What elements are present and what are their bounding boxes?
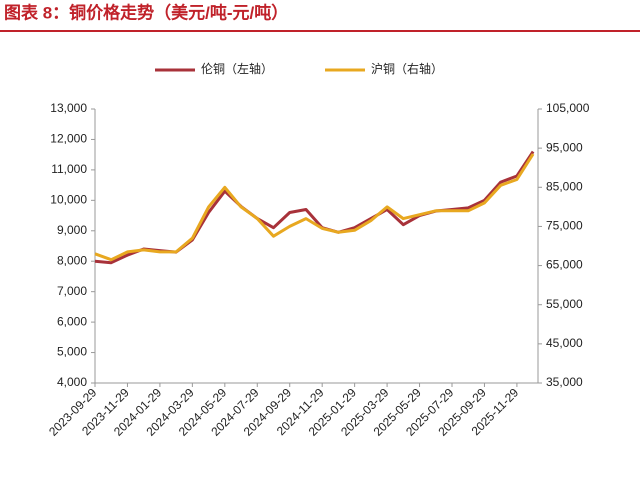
series-line	[94, 153, 535, 262]
y-tick-label: 8,000	[57, 253, 87, 267]
y2-tick-label: 105,000	[546, 101, 590, 115]
y-tick-label: 12,000	[50, 132, 87, 146]
legend-label: 沪铜（右轴）	[371, 61, 443, 76]
y-tick-label: 9,000	[57, 223, 87, 237]
y-tick-label: 13,000	[50, 101, 87, 115]
y2-tick-label: 65,000	[546, 258, 583, 272]
y-tick-label: 4,000	[57, 375, 87, 389]
y-tick-label: 7,000	[57, 284, 87, 298]
series-line	[94, 150, 535, 265]
y-tick-label: 6,000	[57, 314, 87, 328]
y-tick-label: 5,000	[57, 345, 87, 359]
y2-tick-label: 85,000	[546, 179, 583, 193]
y2-tick-label: 45,000	[546, 336, 583, 350]
y2-tick-label: 75,000	[546, 219, 583, 233]
chart-title: 图表 8：铜价格走势（美元/吨-元/吨）	[4, 2, 288, 22]
y-tick-label: 11,000	[51, 162, 87, 176]
y2-tick-label: 95,000	[546, 140, 583, 154]
y2-tick-label: 35,000	[546, 375, 583, 389]
y2-tick-label: 55,000	[546, 297, 583, 311]
y-tick-label: 10,000	[50, 193, 87, 207]
legend-label: 伦铜（左轴）	[201, 61, 273, 76]
